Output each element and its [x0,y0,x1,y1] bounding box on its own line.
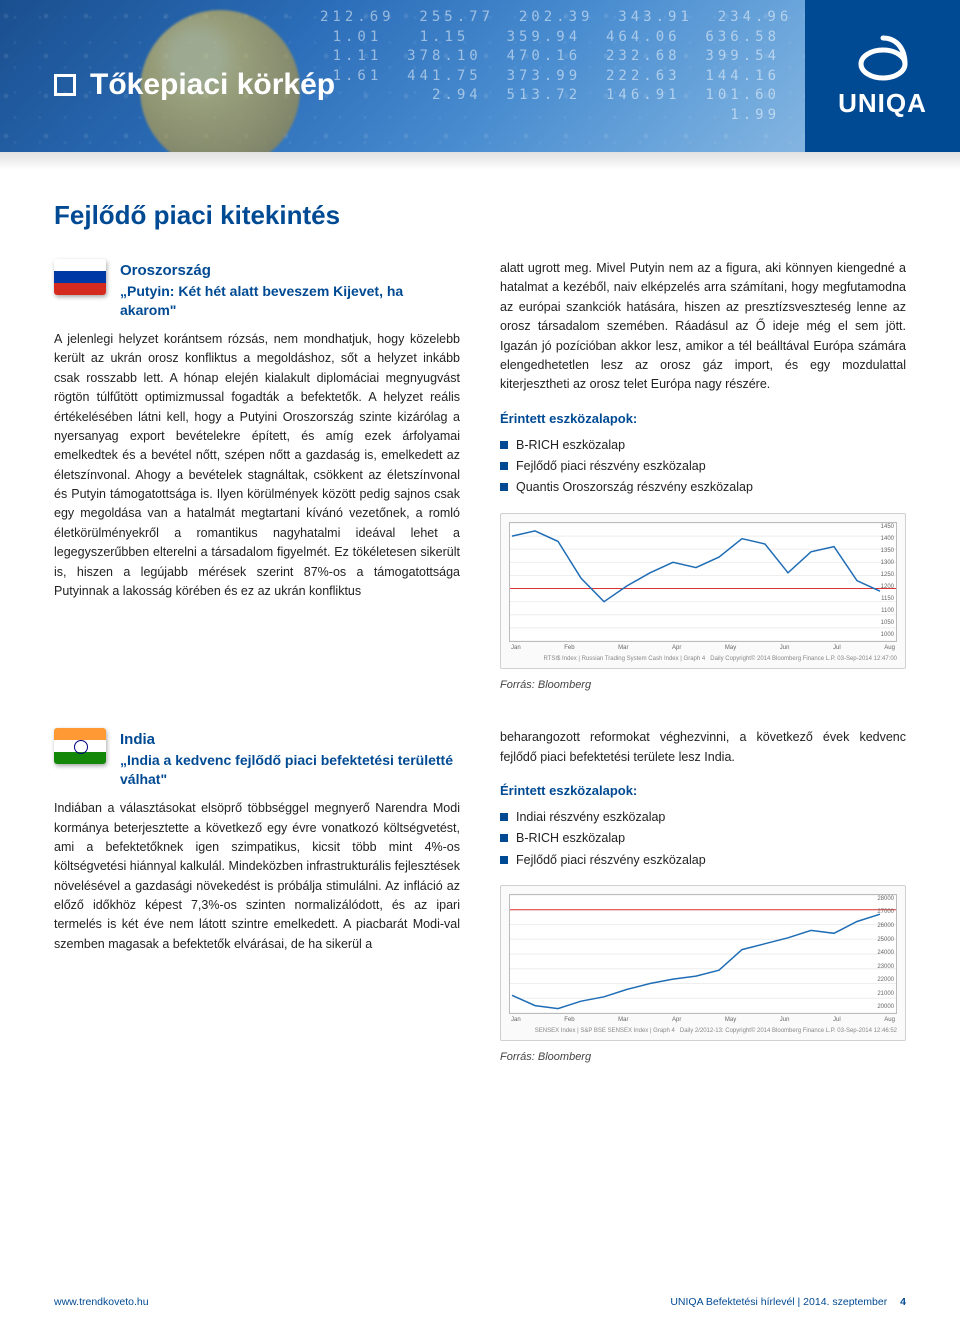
list-item: Fejlődő piaci részvény eszközalap [500,456,906,477]
section-title: Tőkepiaci körkép [90,68,335,102]
india-assets-label: Érintett eszközalapok: [500,781,906,801]
russia-assets-label: Érintett eszközalapok: [500,409,906,429]
russia-country-title: Oroszország [120,259,460,282]
footer-url: www.trendkoveto.hu [54,1296,149,1308]
russia-chart: 1450140013501300125012001150110010501000… [500,513,906,670]
footer-page-number: 4 [900,1296,906,1308]
russia-body-left: A jelenlegi helyzet korántsem rózsás, ne… [54,330,460,601]
list-item: B-RICH eszközalap [500,828,906,849]
page-subtitle: Fejlődő piaci kitekintés [54,200,906,231]
flag-india-icon [54,728,106,764]
russia-assets-list: B-RICH eszközalap Fejlődő piaci részvény… [500,435,906,499]
list-item: Fejlődő piaci részvény eszközalap [500,850,906,871]
flag-russia-icon [54,259,106,295]
india-quote: „India a kedvenc fejlődő piaci befekteté… [120,751,460,789]
brand-logo-icon [851,34,915,84]
list-item: Quantis Oroszország részvény eszközalap [500,477,906,498]
brand-block: UNIQA [805,0,960,152]
page-footer: www.trendkoveto.hu UNIQA Befektetési hír… [54,1296,906,1308]
india-source: Forrás: Bloomberg [500,1049,906,1066]
russia-body-right: alatt ugrott meg. Mivel Putyin nem az a … [500,259,906,395]
india-chart: 2800027000260002500024000230002200021000… [500,885,906,1042]
ticker-numbers-decor: 212.69 255.77 202.39 343.91 234.96 1.01 … [320,8,780,126]
india-assets-list: Indiai részvény eszközalap B-RICH eszköz… [500,807,906,871]
russia-quote: „Putyin: Két hét alatt beveszem Kijevet,… [120,282,460,320]
header-banner: 212.69 255.77 202.39 343.91 234.96 1.01 … [0,0,960,152]
india-body-left: Indiában a választásokat elsöprő többség… [54,799,460,954]
section-square-icon [54,74,76,96]
list-item: B-RICH eszközalap [500,435,906,456]
list-item: Indiai részvény eszközalap [500,807,906,828]
russia-section: Oroszország „Putyin: Két hét alatt beves… [54,259,906,694]
india-country-title: India [120,728,460,751]
footer-publication: UNIQA Befektetési hírlevél | 2014. szept… [670,1296,887,1308]
banner-underline [0,152,960,170]
india-body-right: beharangozott reformokat véghezvinni, a … [500,728,906,767]
russia-source: Forrás: Bloomberg [500,677,906,694]
brand-wordmark: UNIQA [838,88,927,119]
india-section: India „India a kedvenc fejlődő piaci bef… [54,728,906,1066]
